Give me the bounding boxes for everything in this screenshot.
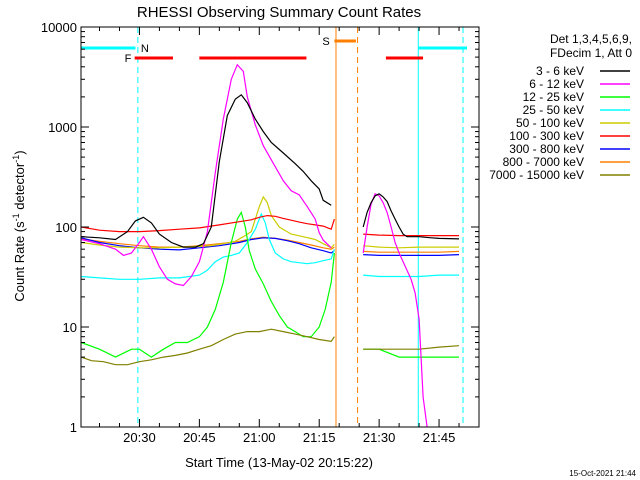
y-axis: 1 10 100 1000 10000 xyxy=(41,20,479,435)
x-tick-label: 21:45 xyxy=(423,430,456,445)
legend: Det 1,3,4,5,6,9, FDecim 1, Att 0 3 - 6 k… xyxy=(489,32,632,182)
y-tick-label: 10 xyxy=(63,320,77,335)
legend-header-line-2: FDecim 1, Att 0 xyxy=(550,46,632,60)
y-tick-label: 10000 xyxy=(41,20,77,35)
y-tick-label: 1000 xyxy=(48,120,77,135)
series-line-pre-saa xyxy=(81,195,335,249)
series-line-pre-saa xyxy=(81,93,332,248)
series-line-pre-saa xyxy=(80,328,335,366)
y-tick-label: 100 xyxy=(55,220,77,235)
series-line-post-saa xyxy=(362,193,460,240)
legend-entry-label: 3 - 6 keV xyxy=(536,64,584,78)
legend-entry-label: 100 - 300 keV xyxy=(509,129,584,143)
legend-entry-label: 800 - 7000 keV xyxy=(503,155,584,169)
y-axis-label: Count Rate (s-1 detector-1) xyxy=(11,150,27,301)
series-line-pre-saa xyxy=(81,236,335,250)
series-line-post-saa xyxy=(363,250,460,253)
series-line-pre-saa xyxy=(80,214,335,233)
night-flag-label: N xyxy=(141,43,149,55)
series-line-post-saa xyxy=(363,254,460,256)
x-tick-label: 21:30 xyxy=(363,430,396,445)
series-line-pre-saa xyxy=(80,63,332,287)
x-tick-label: 20:45 xyxy=(183,430,216,445)
legend-entry-label: 7000 - 15000 keV xyxy=(489,168,584,182)
x-tick-label: 21:15 xyxy=(303,430,336,445)
flare-flag-label: F xyxy=(125,53,132,65)
saa-flag-label: S xyxy=(322,36,329,48)
y-tick-label: 1 xyxy=(70,420,77,435)
legend-entry-label: 12 - 25 keV xyxy=(523,90,584,104)
series-line-post-saa xyxy=(363,274,459,278)
series-line-pre-saa xyxy=(81,212,335,280)
chart-title: RHESSI Observing Summary Count Rates xyxy=(137,4,421,21)
x-tick-label: 20:30 xyxy=(123,430,156,445)
series-line-post-saa xyxy=(363,245,459,249)
timestamp: 15-Oct-2021 21:44 xyxy=(569,469,636,478)
legend-entry-label: 50 - 100 keV xyxy=(516,116,584,130)
plot-area: NF S xyxy=(80,27,468,428)
x-tick-label: 21:00 xyxy=(243,430,276,445)
x-axis: 20:30 20:45 21:00 21:15 21:30 21:45 xyxy=(98,27,460,445)
legend-entry-label: 25 - 50 keV xyxy=(523,103,584,117)
series-line-post-saa xyxy=(363,233,459,237)
legend-header-line-1: Det 1,3,4,5,6,9, xyxy=(550,32,632,46)
x-axis-label: Start Time (13-May-02 20:15:22) xyxy=(185,455,373,470)
legend-entry-label: 300 - 800 keV xyxy=(509,142,584,156)
legend-entry-label: 6 - 12 keV xyxy=(529,77,584,91)
series-line-post-saa xyxy=(363,345,460,350)
